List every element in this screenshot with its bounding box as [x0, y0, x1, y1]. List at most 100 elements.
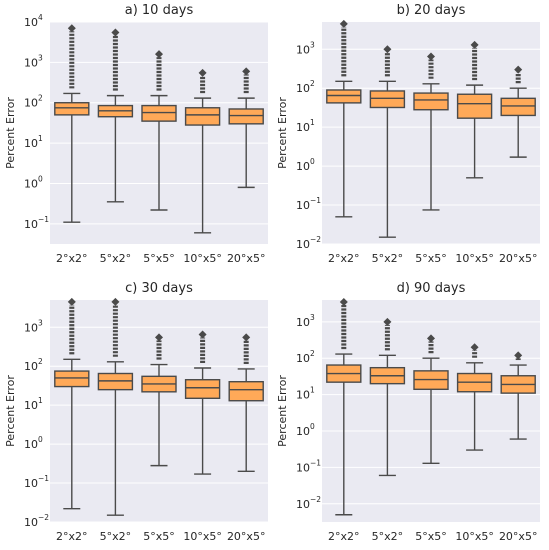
- y-tick-label: 10: [296, 43, 310, 56]
- box-0: [326, 298, 362, 516]
- x-tick-label: 5°x2°: [372, 530, 404, 543]
- y-tick-exponent: 1: [310, 118, 315, 127]
- box-iqr: [54, 102, 90, 116]
- box-3: [184, 68, 221, 234]
- y-tick-label: 10: [296, 238, 310, 251]
- x-tick-label: 20°x5°: [227, 252, 266, 265]
- x-tick-label: 5°x5°: [415, 252, 447, 265]
- flier-point: [242, 333, 251, 342]
- flier-point: [67, 24, 76, 33]
- y-axis-label: Percent Error: [276, 97, 289, 169]
- y-tick-label: 10: [24, 137, 38, 150]
- flier-point: [470, 343, 479, 352]
- x-tick-label: 20°x5°: [499, 530, 538, 543]
- y-tick-label: 10: [296, 82, 310, 95]
- box-1: [97, 297, 134, 516]
- box-0: [326, 19, 362, 218]
- y-tick-exponent: −1: [310, 196, 321, 205]
- box-2: [413, 52, 449, 211]
- box-3: [456, 343, 493, 451]
- y-tick-label: 10: [24, 399, 38, 412]
- y-axis-label: Percent Error: [276, 375, 289, 447]
- box-3: [184, 330, 221, 475]
- y-tick-label: 10: [24, 516, 38, 529]
- flier-point: [242, 67, 251, 76]
- box-iqr: [184, 379, 221, 399]
- flier-point: [111, 297, 120, 306]
- box-iqr: [369, 90, 406, 109]
- y-tick-exponent: 3: [310, 40, 315, 49]
- y-tick-label: 10: [296, 389, 310, 402]
- y-tick-exponent: −1: [38, 215, 49, 224]
- box-0: [54, 24, 90, 223]
- y-tick-label: 10: [296, 352, 310, 365]
- y-tick-label: 10: [296, 461, 310, 474]
- box-1: [369, 45, 406, 238]
- x-tick-label: 10°x5°: [455, 252, 494, 265]
- box-2: [413, 334, 449, 464]
- panel-title: c) 30 days: [125, 281, 193, 296]
- x-tick-label: 2°x2°: [328, 530, 360, 543]
- y-tick-exponent: 1: [38, 396, 43, 405]
- x-tick-label: 10°x5°: [183, 252, 222, 265]
- panel-title: b) 20 days: [397, 3, 466, 18]
- box-iqr: [326, 89, 362, 104]
- y-tick-exponent: 4: [38, 13, 43, 22]
- y-tick-exponent: −2: [310, 495, 321, 504]
- box-iqr: [500, 97, 536, 117]
- box-3: [456, 40, 493, 179]
- y-tick-exponent: 2: [310, 349, 315, 358]
- y-tick-label: 10: [296, 121, 310, 134]
- y-tick-exponent: 2: [38, 94, 43, 103]
- box-2: [141, 333, 177, 467]
- panel-title: d) 90 days: [397, 281, 466, 296]
- x-tick-label: 10°x5°: [183, 530, 222, 543]
- flier-point: [514, 351, 523, 360]
- x-tick-label: 10°x5°: [455, 530, 494, 543]
- y-tick-exponent: −1: [38, 474, 49, 483]
- flier-point: [67, 297, 76, 306]
- x-tick-label: 5°x5°: [143, 530, 175, 543]
- box-4: [500, 351, 536, 440]
- box-4: [228, 333, 264, 473]
- y-tick-label: 10: [24, 97, 38, 110]
- y-tick-exponent: 0: [310, 422, 315, 431]
- y-tick-label: 10: [296, 498, 310, 511]
- box-2: [141, 50, 177, 211]
- y-tick-exponent: −2: [38, 513, 49, 522]
- y-tick-exponent: 0: [38, 174, 43, 183]
- box-1: [369, 317, 406, 477]
- y-tick-label: 10: [296, 199, 310, 212]
- x-tick-label: 5°x5°: [415, 530, 447, 543]
- y-tick-exponent: 3: [310, 313, 315, 322]
- flier-point: [198, 330, 207, 339]
- flier-point: [155, 333, 163, 342]
- flier-point: [198, 68, 207, 77]
- y-tick-exponent: −1: [310, 458, 321, 467]
- x-tick-label: 5°x2°: [100, 530, 132, 543]
- flier-point: [427, 52, 435, 61]
- box-iqr: [413, 92, 449, 111]
- box-iqr: [141, 104, 177, 122]
- x-tick-label: 2°x2°: [56, 530, 88, 543]
- y-tick-label: 10: [296, 316, 310, 329]
- y-tick-exponent: 3: [38, 318, 43, 327]
- y-tick-exponent: 1: [38, 134, 43, 143]
- y-tick-label: 10: [24, 56, 38, 69]
- y-axis-label: Percent Error: [4, 97, 17, 169]
- y-tick-label: 10: [24, 477, 38, 490]
- y-tick-label: 10: [24, 218, 38, 231]
- panel-title: a) 10 days: [125, 3, 194, 18]
- y-tick-exponent: 2: [38, 357, 43, 366]
- box-iqr: [54, 370, 90, 388]
- flier-point: [339, 298, 348, 307]
- y-axis-label: Percent Error: [4, 375, 17, 447]
- box-iqr: [456, 93, 493, 119]
- y-tick-label: 10: [24, 177, 38, 190]
- y-tick-label: 10: [296, 160, 310, 173]
- x-tick-label: 5°x5°: [143, 252, 175, 265]
- flier-point: [514, 65, 523, 74]
